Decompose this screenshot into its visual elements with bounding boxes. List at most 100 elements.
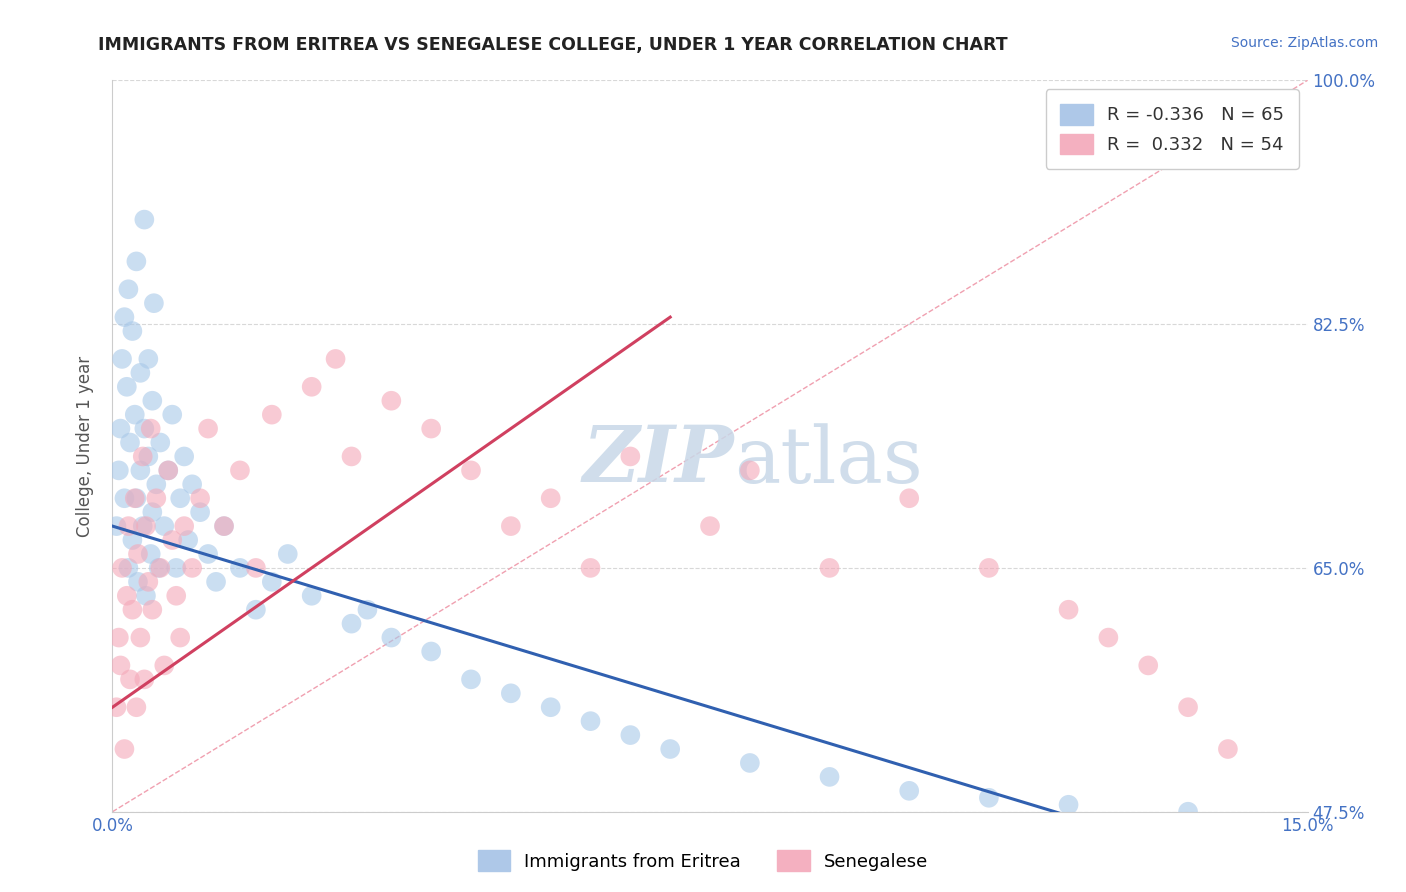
Point xyxy=(127,547,149,561)
Point xyxy=(260,574,283,589)
Point xyxy=(619,728,641,742)
Point xyxy=(212,519,235,533)
Point xyxy=(1216,742,1239,756)
Point xyxy=(142,296,165,310)
Point xyxy=(127,574,149,589)
Point xyxy=(118,435,141,450)
Point xyxy=(277,547,299,561)
Point xyxy=(110,658,132,673)
Point xyxy=(117,282,139,296)
Point xyxy=(898,491,921,506)
Point xyxy=(108,463,131,477)
Text: IMMIGRANTS FROM ERITREA VS SENEGALESE COLLEGE, UNDER 1 YEAR CORRELATION CHART: IMMIGRANTS FROM ERITREA VS SENEGALESE CO… xyxy=(98,36,1008,54)
Point xyxy=(181,561,204,575)
Point xyxy=(134,421,156,435)
Point xyxy=(356,603,378,617)
Point xyxy=(340,616,363,631)
Point xyxy=(110,421,132,435)
Point xyxy=(197,547,219,561)
Point xyxy=(118,673,141,687)
Point xyxy=(124,408,146,422)
Point xyxy=(115,380,138,394)
Point xyxy=(169,491,191,506)
Point xyxy=(111,351,134,366)
Point xyxy=(141,603,163,617)
Point xyxy=(197,421,219,435)
Point xyxy=(619,450,641,464)
Point xyxy=(125,254,148,268)
Point xyxy=(229,561,252,575)
Point xyxy=(420,421,443,435)
Point xyxy=(129,463,152,477)
Point xyxy=(105,519,128,533)
Point xyxy=(111,561,134,575)
Point xyxy=(245,603,267,617)
Point xyxy=(325,351,347,366)
Point xyxy=(173,450,195,464)
Point xyxy=(205,574,228,589)
Y-axis label: College, Under 1 year: College, Under 1 year xyxy=(76,355,94,537)
Point xyxy=(114,742,135,756)
Point xyxy=(121,603,143,617)
Point xyxy=(1177,700,1199,714)
Point xyxy=(162,408,183,422)
Point xyxy=(1057,603,1080,617)
Point xyxy=(165,589,187,603)
Point xyxy=(149,561,172,575)
Point xyxy=(245,561,267,575)
Point xyxy=(141,393,163,408)
Point xyxy=(738,463,761,477)
Point xyxy=(129,631,152,645)
Point xyxy=(138,351,160,366)
Point xyxy=(149,435,172,450)
Text: Source: ZipAtlas.com: Source: ZipAtlas.com xyxy=(1230,36,1378,50)
Point xyxy=(139,421,162,435)
Point xyxy=(173,519,195,533)
Point xyxy=(659,742,682,756)
Point xyxy=(134,673,156,687)
Point xyxy=(579,714,602,728)
Point xyxy=(153,519,176,533)
Point xyxy=(1177,805,1199,819)
Point xyxy=(188,491,211,506)
Point xyxy=(115,589,138,603)
Point xyxy=(898,784,921,798)
Point xyxy=(134,212,156,227)
Point xyxy=(162,533,183,547)
Point xyxy=(139,547,162,561)
Point xyxy=(157,463,180,477)
Point xyxy=(499,519,522,533)
Point xyxy=(540,700,562,714)
Point xyxy=(301,589,323,603)
Point xyxy=(108,631,131,645)
Point xyxy=(141,505,163,519)
Point xyxy=(132,519,155,533)
Point xyxy=(117,561,139,575)
Legend: Immigrants from Eritrea, Senegalese: Immigrants from Eritrea, Senegalese xyxy=(470,843,936,879)
Point xyxy=(145,491,167,506)
Point xyxy=(977,790,1000,805)
Point xyxy=(114,491,135,506)
Point xyxy=(1216,881,1239,892)
Point xyxy=(460,463,482,477)
Point xyxy=(169,631,191,645)
Text: atlas: atlas xyxy=(734,423,922,499)
Point xyxy=(145,477,167,491)
Point xyxy=(129,366,152,380)
Point xyxy=(738,756,761,770)
Point xyxy=(977,561,1000,575)
Point xyxy=(125,491,148,506)
Point xyxy=(1097,631,1119,645)
Point xyxy=(579,561,602,575)
Point xyxy=(181,477,204,491)
Point xyxy=(117,519,139,533)
Point xyxy=(124,491,146,506)
Point xyxy=(125,700,148,714)
Point xyxy=(177,533,200,547)
Point xyxy=(114,310,135,325)
Point xyxy=(105,700,128,714)
Point xyxy=(212,519,235,533)
Point xyxy=(1137,658,1160,673)
Point xyxy=(135,589,157,603)
Point xyxy=(138,574,160,589)
